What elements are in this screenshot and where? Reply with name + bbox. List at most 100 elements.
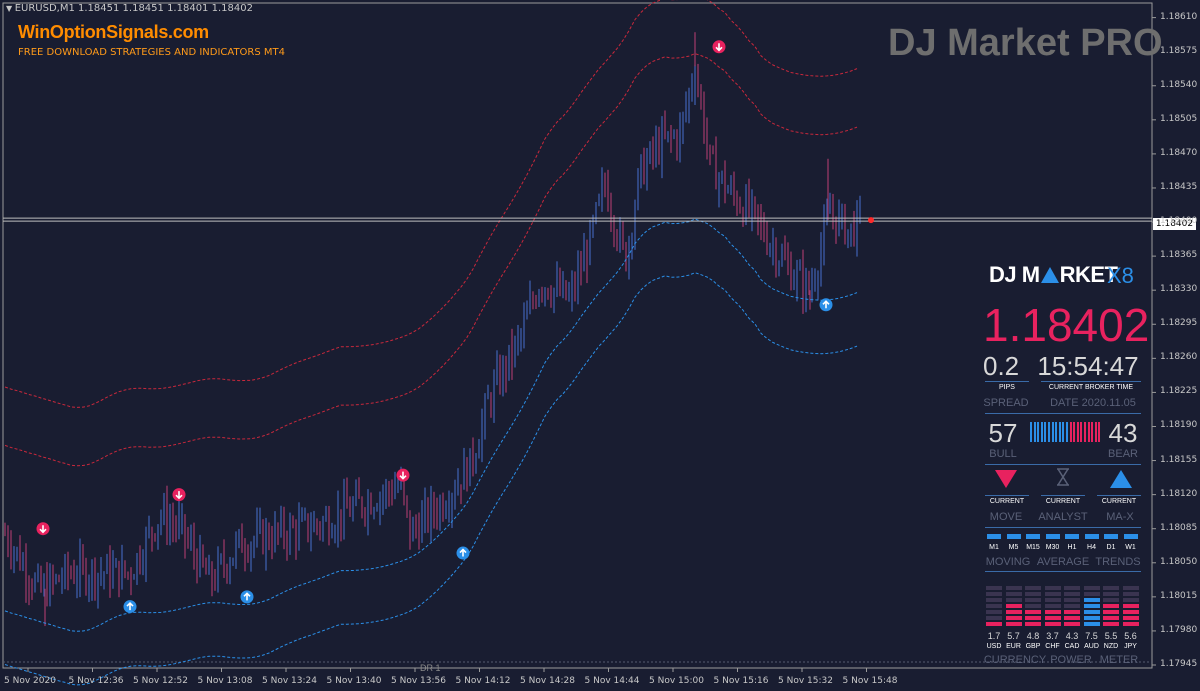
currency-label: AUD xyxy=(1084,643,1099,650)
candles xyxy=(4,32,861,627)
current-max-caption: CURRENT xyxy=(1101,498,1137,505)
currency-value: 7.5 xyxy=(1085,631,1098,641)
bear-segment xyxy=(1073,422,1076,442)
spread-value: 0.2 xyxy=(983,351,1020,381)
currency-value: 4.8 xyxy=(1026,631,1040,641)
y-tick-label: 1.18330 xyxy=(1160,284,1198,295)
site-title[interactable]: WinOptionSignals.com xyxy=(18,22,209,42)
trend-bar xyxy=(1006,534,1021,539)
power-segment xyxy=(1005,604,1022,608)
bull-segment xyxy=(1051,422,1054,442)
power-segment xyxy=(1064,592,1080,596)
panel-logo: DJ M RKET xyxy=(989,262,1118,287)
y-tick-label: 1.18260 xyxy=(1160,352,1198,363)
bear-segment xyxy=(1069,422,1072,442)
timeframe-label: W1 xyxy=(1125,544,1136,551)
bull-segment xyxy=(1033,422,1036,442)
power-segment xyxy=(1083,586,1100,590)
y-tick-label: 1.18435 xyxy=(1160,181,1198,192)
bear-label: BEAR xyxy=(1108,448,1138,460)
x-tick-label: 5 Nov 14:12 xyxy=(455,676,511,686)
currency-label: CAD xyxy=(1064,643,1080,650)
bull-label: BULL xyxy=(989,448,1017,460)
timeframe-label: M15 xyxy=(1026,544,1040,551)
bear-segment xyxy=(1091,422,1094,442)
power-label: POWER xyxy=(1050,654,1092,666)
power-segment xyxy=(1005,610,1022,614)
x-tick-label: 5 Nov 15:48 xyxy=(842,676,898,686)
current-price-dot xyxy=(868,217,874,224)
power-segment xyxy=(1025,616,1041,620)
average-label: AVERAGE xyxy=(1036,556,1090,568)
bull-segment xyxy=(1040,422,1043,442)
buy-arrow-icon xyxy=(240,590,254,604)
bull-segment xyxy=(1044,422,1047,442)
trend-bar xyxy=(1026,534,1040,539)
bull-segment xyxy=(1058,422,1061,442)
bear-segment xyxy=(1080,422,1083,442)
max-label: MA-X xyxy=(1106,511,1134,523)
x-tick-label: 5 Nov 13:40 xyxy=(326,676,382,686)
x-tick-label: 5 Nov 14:44 xyxy=(584,676,640,686)
y-tick-label: 1.18015 xyxy=(1160,590,1198,601)
lower-band-outer xyxy=(4,272,858,686)
power-segment xyxy=(1103,622,1119,626)
logo-triangle-icon xyxy=(1040,267,1059,283)
y-tick-label: 1.18610 xyxy=(1160,11,1198,22)
currency-label: EUR xyxy=(1006,643,1021,650)
spread-label: SPREAD xyxy=(983,397,1029,409)
power-segment xyxy=(1122,598,1139,602)
brand-title: DJ Market PRO xyxy=(888,22,1163,64)
power-segment xyxy=(986,622,1002,626)
max-up-arrow-icon xyxy=(1110,470,1132,488)
timeframe-label: H4 xyxy=(1087,544,1096,551)
power-segment xyxy=(1044,610,1061,614)
power-segment xyxy=(1025,586,1041,590)
power-segment xyxy=(1044,616,1061,620)
currency-value: 3.7 xyxy=(1046,631,1059,641)
power-segment xyxy=(1083,598,1100,602)
bear-segment xyxy=(1076,422,1079,442)
current-analyst-caption: CURRENT xyxy=(1045,498,1081,505)
timeframe-label: D1 xyxy=(1106,544,1116,551)
timeframe-label: H1 xyxy=(1067,544,1077,551)
power-segment xyxy=(1064,610,1080,614)
y-tick-label: 1.18085 xyxy=(1160,522,1198,533)
y-tick-label: 1.17980 xyxy=(1160,624,1198,635)
power-segment xyxy=(1025,592,1041,596)
x-tick-label: 5 Nov 15:00 xyxy=(649,676,704,686)
bull-segment xyxy=(1062,422,1065,442)
bull-segment xyxy=(1030,422,1032,442)
hourglass-icon xyxy=(1057,468,1069,486)
power-segment xyxy=(1064,622,1080,626)
trend-bar xyxy=(1123,534,1138,539)
symbol-info: ▼ EURUSD,M1 1.18451 1.18451 1.18401 1.18… xyxy=(6,3,253,14)
currency-label: JPY xyxy=(1124,643,1137,650)
bear-segment xyxy=(1098,422,1101,442)
y-tick-label: 1.18190 xyxy=(1160,420,1198,431)
x-tick-label: 5 Nov 15:16 xyxy=(713,676,769,686)
power-segment xyxy=(1122,604,1139,608)
y-tick-label: 1.18225 xyxy=(1160,386,1198,397)
power-segment xyxy=(1103,616,1119,620)
y-tick-label: 1.18365 xyxy=(1160,250,1198,261)
currency-label: CURRENCY xyxy=(983,654,1047,666)
x-tick-label: 5 Nov 13:56 xyxy=(391,676,446,686)
power-segment xyxy=(1044,598,1061,602)
power-segment xyxy=(1044,604,1061,608)
power-segment xyxy=(1083,610,1100,614)
broker-time-caption: CURRENT BROKER TIME xyxy=(1048,384,1134,391)
sell-arrow-icon xyxy=(172,488,186,502)
power-segment xyxy=(986,586,1002,590)
lower-band-inner xyxy=(4,218,858,632)
currency-label: NZD xyxy=(1103,643,1119,650)
power-segment xyxy=(986,616,1002,620)
power-segment xyxy=(986,598,1002,602)
power-segment xyxy=(1103,604,1119,608)
y-tick-label: 1.18540 xyxy=(1160,79,1198,90)
y-tick-label: 1.18575 xyxy=(1160,45,1198,56)
power-segment xyxy=(1064,604,1080,608)
power-segment xyxy=(986,604,1002,608)
current-price: 1.18402 xyxy=(983,299,1150,351)
